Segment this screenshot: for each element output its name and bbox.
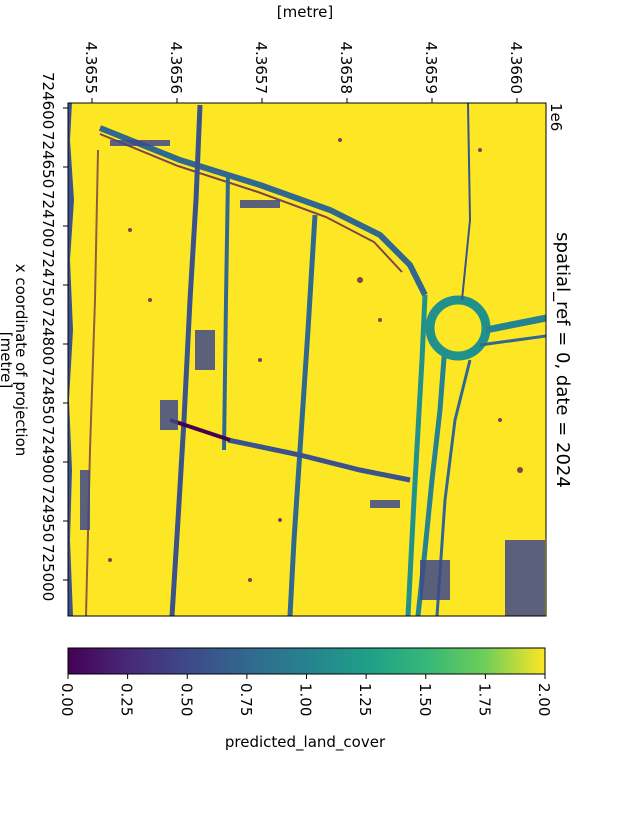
top-axis-tick-label: 4.3660: [507, 42, 525, 95]
colorbar-tick-label: 0.75: [237, 683, 255, 716]
left-axis-label-line2: [metre]: [0, 332, 15, 389]
chart-title: spatial_ref = 0, date = 2024: [552, 232, 573, 488]
left-axis-tick-label: 724900: [39, 426, 57, 483]
colorbar-label: predicted_land_cover: [225, 733, 386, 752]
diagonal-road-edge: [99, 133, 403, 273]
left-axis-tick-label: 724600: [39, 72, 57, 129]
top-axis-tick-label: 4.3657: [252, 42, 270, 95]
noise-dots: [108, 138, 523, 582]
left-axis: 724600 724650 724700 724750 724800 724850 7249…: [0, 72, 68, 601]
top-axis-tick-label: 4.3659: [422, 42, 440, 95]
roundabout-exit-east-2: [479, 334, 546, 347]
top-axis-offset: 1e6: [547, 103, 565, 131]
roundabout: [425, 295, 491, 361]
heatmap-features: [68, 103, 546, 616]
carriageway-west: [405, 294, 428, 616]
carriageway-east-2: [435, 359, 472, 616]
top-axis-label: [metre]: [277, 3, 334, 21]
hedge-row: [227, 437, 411, 483]
heatmap-frame: [67, 102, 547, 617]
top-axis-tick-label: 4.3655: [82, 42, 100, 95]
heatmap-plot: [67, 102, 547, 617]
colorbar-tick-label: 1.50: [416, 683, 434, 716]
top-axis-tick-label: 4.3656: [167, 42, 185, 95]
colorbar-tick-label: 2.00: [535, 683, 553, 716]
top-axis-tick-label: 4.3658: [337, 42, 355, 95]
colorbar: 0.00 0.25 0.50 0.75 1.00 1.25 1.50 1.75 2.00 pre…: [58, 647, 553, 752]
left-axis-ticks: 724600 724650 724700 724750 724800 724850 7249…: [39, 72, 68, 601]
colorbar-ticks: 0.00 0.25 0.50 0.75 1.00 1.25 1.50 1.75 2.00: [58, 674, 553, 716]
field-boundary-4: [85, 149, 99, 616]
top-axis-ticks: 4.3655 4.3656 4.3657 4.3658 4.3659 4.3660: [82, 42, 525, 103]
colorbar-gradient: [67, 647, 546, 675]
colorbar-tick-label: 1.00: [297, 683, 315, 716]
left-axis-tick-label: 724650: [39, 131, 57, 188]
left-axis-tick-label: 724750: [39, 249, 57, 306]
roundabout-exit-east: [485, 314, 546, 334]
left-axis-tick-label: 724800: [39, 308, 57, 365]
left-axis-tick-label: 725000: [39, 544, 57, 601]
diagonal-road: [98, 125, 428, 297]
field-boundary-3: [287, 214, 318, 616]
hedge-row-2: [169, 418, 231, 442]
left-edge-noise: [68, 103, 74, 616]
noise-patches: [80, 140, 545, 616]
colorbar-tick-label: 0.00: [58, 683, 76, 716]
top-axis: [metre] 4.3655 4.3656 4.3657 4.3658 4.3659 4.…: [82, 3, 565, 131]
left-axis-tick-label: 724700: [39, 190, 57, 247]
colorbar-tick-label: 0.25: [118, 683, 136, 716]
left-axis-label-line1: x coordinate of projection: [12, 264, 30, 457]
colorbar-tick-label: 0.50: [177, 683, 195, 716]
left-axis-tick-label: 724950: [39, 485, 57, 542]
left-axis-tick-label: 724850: [39, 367, 57, 424]
roundabout-exit-north: [461, 103, 472, 301]
field-boundary-2: [222, 174, 230, 451]
colorbar-tick-label: 1.25: [356, 683, 374, 716]
colorbar-tick-label: 1.75: [475, 683, 493, 716]
field-boundary-1: [169, 104, 203, 616]
